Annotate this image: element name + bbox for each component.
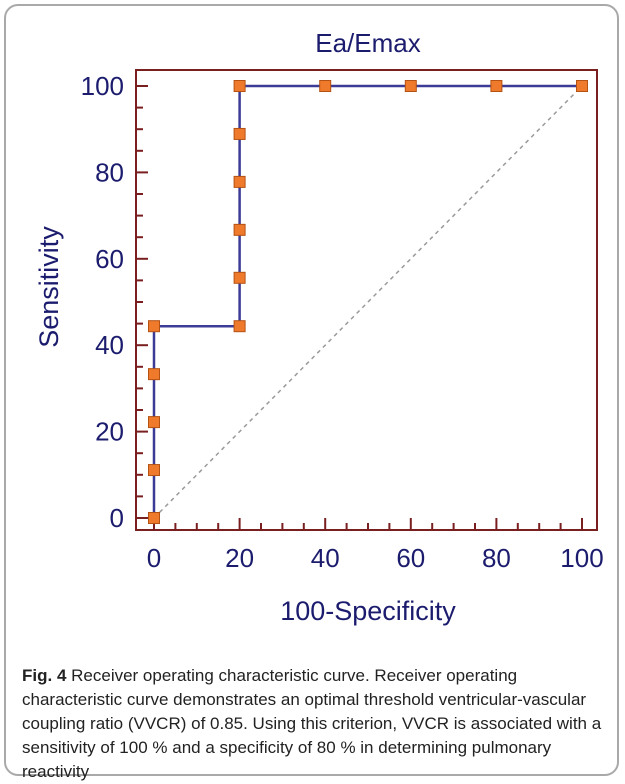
x-tick-label: 0 [147,543,161,573]
roc-point [148,368,160,381]
roc-point [233,175,246,188]
y-tick-label: 80 [95,157,124,187]
roc-point [233,271,246,284]
roc-chart: Ea/Emax 0 20 40 60 80 100 0 20 40 60 80 100 100-Sp… [34,28,604,626]
x-tick-labels: 0 20 40 60 80 100 [147,543,604,573]
roc-point [233,320,246,333]
chart-title: Ea/Emax [315,28,421,58]
x-tick-label: 80 [482,543,511,573]
roc-point [490,80,503,92]
roc-point [233,127,246,140]
roc-point [233,223,246,236]
x-tick-label: 60 [396,543,425,573]
roc-point [576,80,588,92]
roc-point [148,464,160,477]
y-tick-labels: 0 20 40 60 80 100 [81,71,124,533]
plot-area [135,69,598,531]
y-tick-label: 60 [95,244,124,274]
reference-line [153,85,583,519]
figure-label: Fig. 4 [22,666,67,685]
figure-frame [4,4,619,776]
figure-caption: Fig. 4 Receiver operating characteristic… [22,664,607,784]
x-tick-label: 40 [311,543,340,573]
caption-text: Receiver operating characteristic curve.… [22,666,602,781]
x-axis-label: 100-Specificity [280,596,456,626]
roc-markers [148,80,588,524]
y-tick-label: 40 [95,330,124,360]
reference-diagonal [153,85,583,519]
plot-border [135,69,598,531]
roc-point [404,80,417,92]
roc-point [319,80,332,92]
y-tick-label: 100 [81,71,124,101]
roc-point [233,80,246,92]
y-tick-label: 20 [95,417,124,447]
x-tick-label: 100 [560,543,603,573]
roc-point [148,320,160,333]
roc-point [148,512,160,524]
roc-point [148,416,160,429]
x-tick-label: 20 [225,543,254,573]
y-axis-label: Sensitivity [34,226,64,348]
y-tick-label: 0 [110,503,124,533]
